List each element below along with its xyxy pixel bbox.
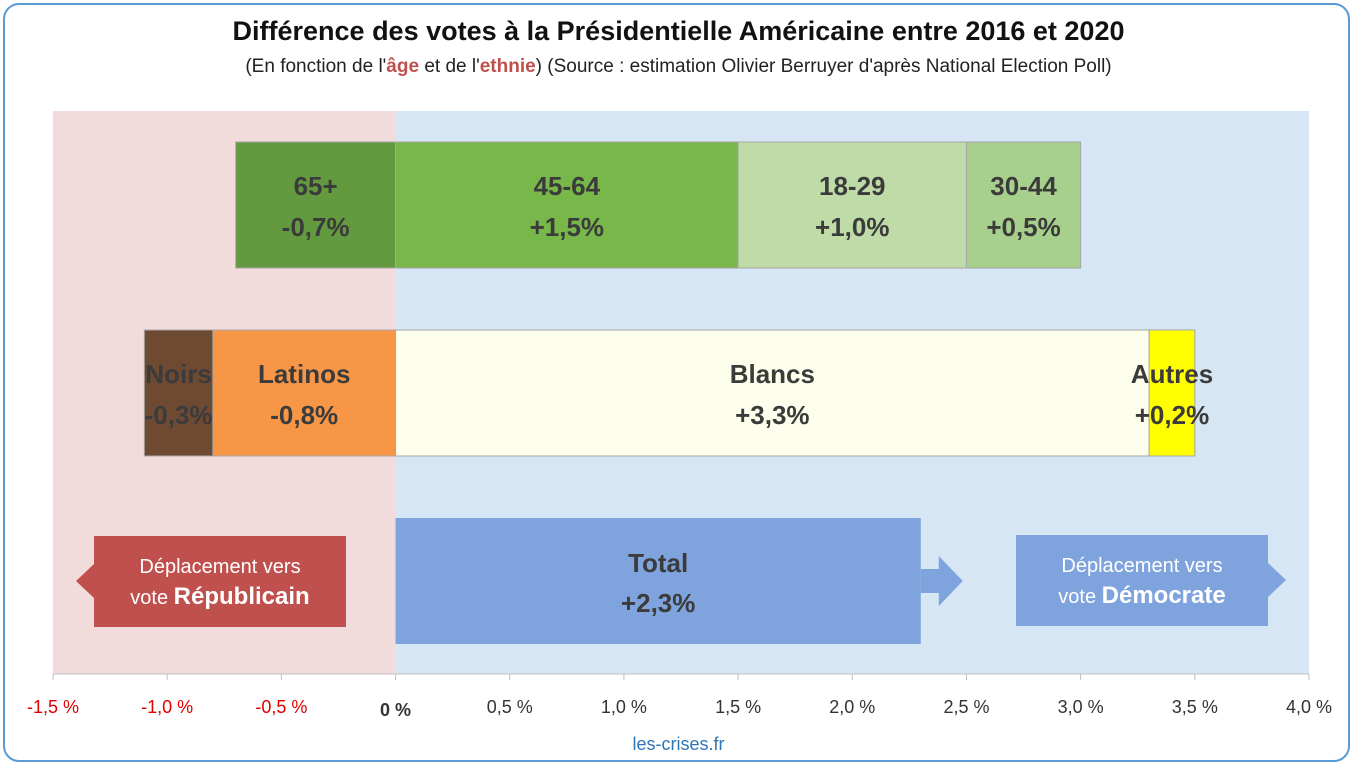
bar-value-noirs: -0,3% [145, 400, 213, 430]
source-credit: les-crises.fr [632, 734, 725, 754]
subtitle-ethnie: ethnie [479, 56, 536, 77]
bar-65- [235, 141, 397, 269]
bar-total [395, 518, 921, 644]
tick-label: 3,5 % [1172, 697, 1218, 717]
total-arrow-icon [920, 556, 963, 606]
democrat-callout-line1: Déplacement vers [1061, 555, 1222, 577]
subtitle-prefix: (En fonction de l' [245, 56, 387, 77]
bar-45-64 [395, 141, 739, 269]
tick-label: 1,0 % [601, 697, 647, 717]
bar-latinos [212, 329, 397, 457]
tick-label: -1,5 % [27, 697, 79, 717]
tick-label: 2,0 % [829, 697, 875, 717]
chart-title: Différence des votes à la Présidentielle… [232, 16, 1125, 46]
democrat-callout-bold: Démocrate [1102, 582, 1226, 609]
bar-label-65-: 65+ [294, 171, 338, 201]
bar-label-blancs: Blancs [730, 359, 815, 389]
tick-label: 4,0 % [1286, 697, 1332, 717]
bar-30-44 [965, 141, 1082, 269]
tick-label: 1,5 % [715, 697, 761, 717]
bar-value-blancs: +3,3% [735, 400, 809, 430]
democrat-callout-prefix: vote [1058, 586, 1101, 608]
total-value: +2,3% [621, 588, 695, 618]
bar-value-45-64: +1,5% [530, 212, 604, 242]
tick-label: 2,5 % [943, 697, 989, 717]
bar-label-45-64: 45-64 [534, 171, 601, 201]
democrat-callout-line2: vote Démocrate [1058, 582, 1225, 609]
tick-label: -0,5 % [255, 697, 307, 717]
bar-autres [1148, 329, 1196, 457]
subtitle-mid: et de l' [419, 56, 480, 77]
bar-value-latinos: -0,8% [270, 400, 338, 430]
bar-value-18-29: +1,0% [815, 212, 889, 242]
bar-blancs [395, 329, 1150, 457]
democrat-callout-box [1016, 535, 1286, 626]
tick-label: 3,0 % [1058, 697, 1104, 717]
tick-label: 0,5 % [487, 697, 533, 717]
republican-callout-line1: Déplacement vers [139, 556, 300, 578]
bar-value-autres: +0,2% [1135, 400, 1209, 430]
republican-callout-line2: vote Républicain [130, 583, 309, 610]
tick-label: 0 % [380, 700, 411, 720]
bar-noirs [143, 329, 214, 457]
bar-18-29 [737, 141, 967, 269]
chart-subtitle: (En fonction de l'âge et de l'ethnie) (S… [0, 56, 1357, 78]
subtitle-suffix: ) (Source : estimation Olivier Berruyer … [535, 56, 1112, 77]
bar-value-65-: -0,7% [282, 212, 350, 242]
bar-label-latinos: Latinos [258, 359, 350, 389]
bar-label-30-44: 30-44 [990, 171, 1057, 201]
republican-callout-prefix: vote [130, 587, 173, 609]
frame-border [3, 3, 1350, 762]
republican-callout-box [76, 536, 346, 627]
tick-label: -1,0 % [141, 697, 193, 717]
total-label: Total [628, 548, 688, 578]
subtitle-age: âge [386, 56, 420, 77]
bar-label-autres: Autres [1131, 359, 1213, 389]
bar-label-noirs: Noirs [145, 359, 211, 389]
bar-label-18-29: 18-29 [819, 171, 886, 201]
republican-callout-bold: Républicain [174, 583, 310, 610]
bar-value-30-44: +0,5% [986, 212, 1060, 242]
